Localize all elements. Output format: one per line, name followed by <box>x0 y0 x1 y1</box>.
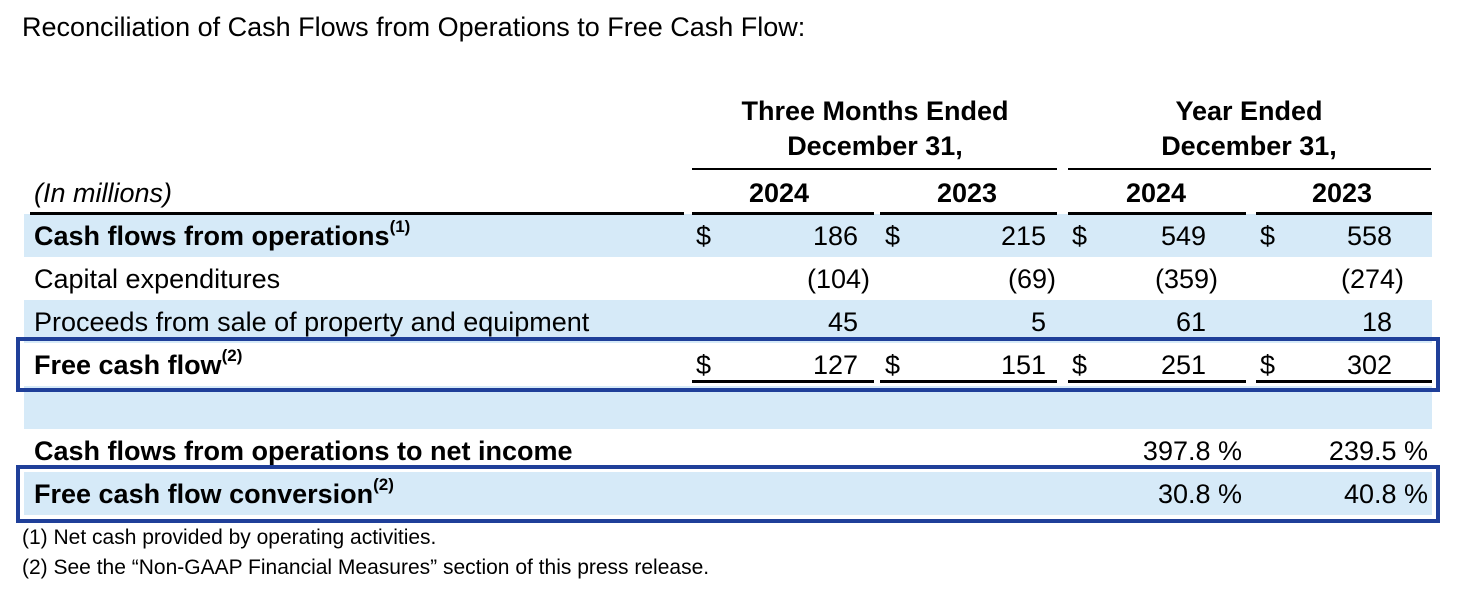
fcf-underline-col4 <box>1256 380 1432 383</box>
row-band-operations <box>24 214 1432 257</box>
row-label-operations-text: Cash flows from operations <box>34 221 390 251</box>
row-band-conversion <box>24 472 1432 515</box>
row-label-free-cash-flow: Free cash flow(2) <box>34 345 242 385</box>
header-underline-col4 <box>1256 212 1432 215</box>
fcf-underline-col3 <box>1068 380 1246 383</box>
header-three-months-line1: Three Months Ended <box>741 96 1009 126</box>
value-capex-q-2023: (69) <box>1007 264 1056 294</box>
row-label-free-cash-flow-text: Free cash flow <box>34 350 222 380</box>
footnote-2: (2) See the “Non-GAAP Financial Measures… <box>22 556 710 579</box>
row-label-operations: Cash flows from operations(1) <box>34 216 410 256</box>
row-band-spacer <box>24 386 1432 429</box>
year-header-4: 2023 <box>1311 178 1373 208</box>
dollar-sign: $ <box>885 350 901 380</box>
dollar-sign: $ <box>1260 350 1276 380</box>
value-capex-y-2023: (274) <box>1340 264 1404 294</box>
header-year-line2: December 31, <box>1161 131 1337 161</box>
ratio-fcf-conversion-2023: 40.8 % <box>1343 479 1428 509</box>
dollar-sign: $ <box>1072 221 1088 251</box>
header-three-months-rule <box>692 168 1057 170</box>
highlight-box-fcf-conversion <box>16 465 1440 523</box>
dollar-sign: $ <box>1072 350 1088 380</box>
header-underline-label <box>30 212 684 215</box>
dollar-sign: $ <box>1260 221 1276 251</box>
header-underline-col1 <box>692 212 874 215</box>
row-label-free-cash-flow-note: (2) <box>221 346 243 365</box>
year-header-3: 2024 <box>1125 178 1187 208</box>
value-fcf-y-2023: 302 <box>1346 350 1392 380</box>
value-proceeds-y-2023: 18 <box>1361 307 1392 337</box>
fcf-underline-col1 <box>692 380 874 383</box>
value-fcf-q-2023: 151 <box>1000 350 1046 380</box>
value-fcf-y-2024: 251 <box>1160 350 1206 380</box>
value-operations-q-2023: 215 <box>1000 221 1046 251</box>
ratio-label-ops-to-net-income: Cash flows from operations to net income <box>34 436 573 466</box>
ratio-label-fcf-conversion-note: (2) <box>373 475 394 494</box>
ratio-ops-to-net-income-2023: 239.5 % <box>1328 436 1428 466</box>
highlight-box-free-cash-flow <box>16 337 1440 392</box>
header-three-months-line2: December 31, <box>787 131 963 161</box>
header-year-line1: Year Ended <box>1175 96 1323 126</box>
table-title: Reconciliation of Cash Flows from Operat… <box>22 12 806 42</box>
header-underline-col2 <box>880 212 1057 215</box>
row-label-capex: Capital expenditures <box>34 264 281 294</box>
row-label-operations-note: (1) <box>389 217 411 236</box>
value-fcf-q-2024: 127 <box>812 350 858 380</box>
dollar-sign: $ <box>696 350 712 380</box>
value-proceeds-q-2024: 45 <box>827 307 858 337</box>
ratio-label-fcf-conversion: Free cash flow conversion(2) <box>34 474 394 514</box>
value-operations-y-2024: 549 <box>1160 221 1206 251</box>
dollar-sign: $ <box>885 221 901 251</box>
row-label-proceeds: Proceeds from sale of property and equip… <box>34 307 590 337</box>
value-proceeds-q-2023: 5 <box>1030 307 1046 337</box>
fcf-underline-col2 <box>880 380 1057 383</box>
value-capex-y-2024: (359) <box>1154 264 1218 294</box>
value-operations-y-2023: 558 <box>1346 221 1392 251</box>
footnote-1: (1) Net cash provided by operating activ… <box>22 526 437 549</box>
row-band-proceeds <box>24 300 1432 343</box>
dollar-sign: $ <box>696 221 712 251</box>
header-year-rule <box>1068 168 1431 170</box>
value-proceeds-y-2024: 61 <box>1175 307 1206 337</box>
ratio-label-fcf-conversion-text: Free cash flow conversion <box>34 479 374 509</box>
year-header-1: 2024 <box>748 178 810 208</box>
header-three-months: Three Months Ended December 31, <box>690 94 1060 164</box>
ratio-ops-to-net-income-2024: 397.8 % <box>1142 436 1242 466</box>
value-operations-q-2024: 186 <box>812 221 858 251</box>
value-capex-q-2024: (104) <box>806 264 870 294</box>
year-header-2: 2023 <box>936 178 998 208</box>
header-underline-col3 <box>1068 212 1246 215</box>
units-label: (In millions) <box>34 178 173 208</box>
ratio-fcf-conversion-2024: 30.8 % <box>1157 479 1242 509</box>
header-year: Year Ended December 31, <box>1066 94 1432 164</box>
